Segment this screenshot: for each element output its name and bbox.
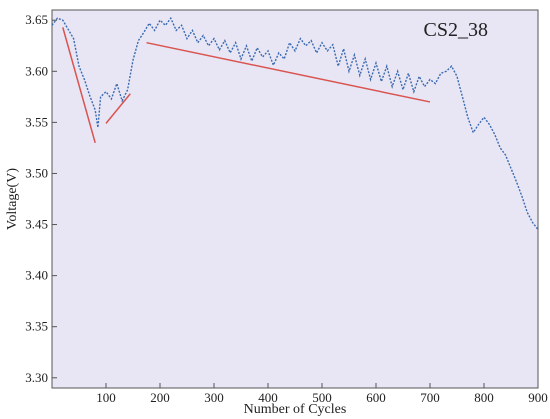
voltage-series-line	[51, 16, 539, 231]
y-tick-label: 3.65	[25, 12, 48, 27]
plot-area	[51, 9, 539, 389]
y-tick-label: 3.45	[25, 217, 48, 232]
trend-line	[105, 93, 131, 124]
y-axis-ticks: 3.30 3.35 3.40 3.45 3.50 3.55 3.60 3.65	[25, 12, 57, 385]
x-tick-label: 500	[312, 390, 332, 405]
y-tick-label: 3.60	[25, 63, 48, 78]
series-layer	[51, 16, 539, 231]
y-axis-label: Voltage(V)	[5, 168, 20, 230]
y-tick-label: 3.30	[25, 370, 48, 385]
y-tick-label: 3.55	[25, 114, 48, 129]
x-tick-label: 300	[204, 390, 224, 405]
y-tick-label: 3.50	[25, 165, 48, 180]
chart-title: CS2_38	[424, 19, 488, 41]
x-tick-label: 900	[528, 390, 548, 405]
y-tick-label: 3.40	[25, 268, 48, 283]
x-tick-label: 600	[366, 390, 386, 405]
x-tick-label: 100	[96, 390, 116, 405]
trend-line	[62, 27, 96, 144]
trend-lines	[62, 27, 431, 144]
x-tick-label: 400	[258, 390, 278, 405]
x-tick-label: 200	[150, 390, 170, 405]
trend-line	[146, 41, 431, 103]
x-axis-ticks: 100 200 300 400 500 600 700 800 900	[96, 383, 548, 405]
y-tick-label: 3.35	[25, 319, 48, 334]
x-tick-label: 700	[420, 390, 440, 405]
x-tick-label: 800	[474, 390, 494, 405]
x-axis-label: Number of Cycles	[244, 402, 347, 417]
